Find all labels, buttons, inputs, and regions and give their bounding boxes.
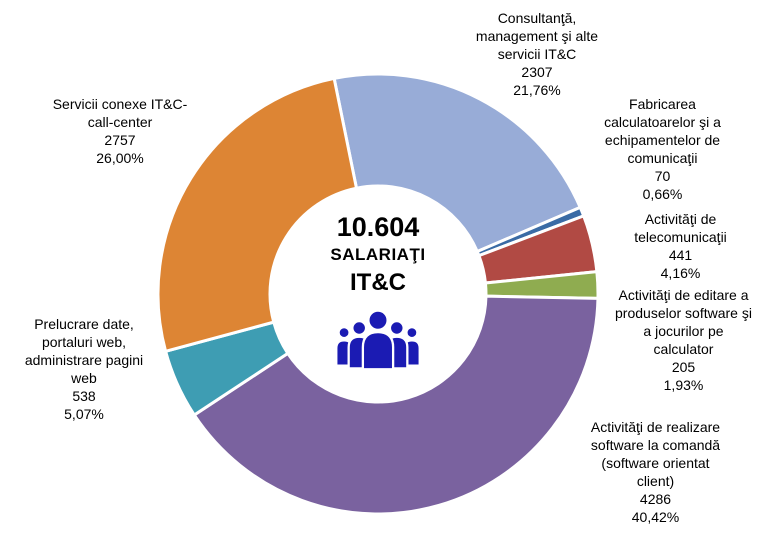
people-group-icon xyxy=(335,309,421,371)
slice-label-telecomunicatii: Activităţi de telecomunicaţii 441 4,16% xyxy=(634,211,727,281)
slice-label-servicii-conexe: Servicii conexe IT&C- call-center 2757 2… xyxy=(52,96,188,166)
people-group-icon-shapes xyxy=(335,309,421,371)
center-category: IT&C xyxy=(350,269,406,297)
slice-label-prelucrare-date: Prelucrare date, portaluri web, administ… xyxy=(24,316,144,422)
slice-realizare-software xyxy=(192,294,600,516)
total-employees: 10.604 xyxy=(336,212,420,242)
slice-label-consultanta: Consultanţă, management şi alte servicii… xyxy=(475,10,599,98)
center-label: 10.604 SALARIAŢI IT&C xyxy=(283,212,473,371)
slice-label-editare-software: Activităţi de editare a produselor softw… xyxy=(615,287,752,393)
slice-label-fabricarea: Fabricarea calculatoarelor şi a echipame… xyxy=(604,96,721,202)
slice-consultanta xyxy=(332,72,582,253)
center-subtitle: SALARIAŢI xyxy=(330,245,426,265)
slice-label-realizare-software: Activităţi de realizare software la coma… xyxy=(590,419,721,525)
slice-servicii-conexe xyxy=(156,76,358,353)
